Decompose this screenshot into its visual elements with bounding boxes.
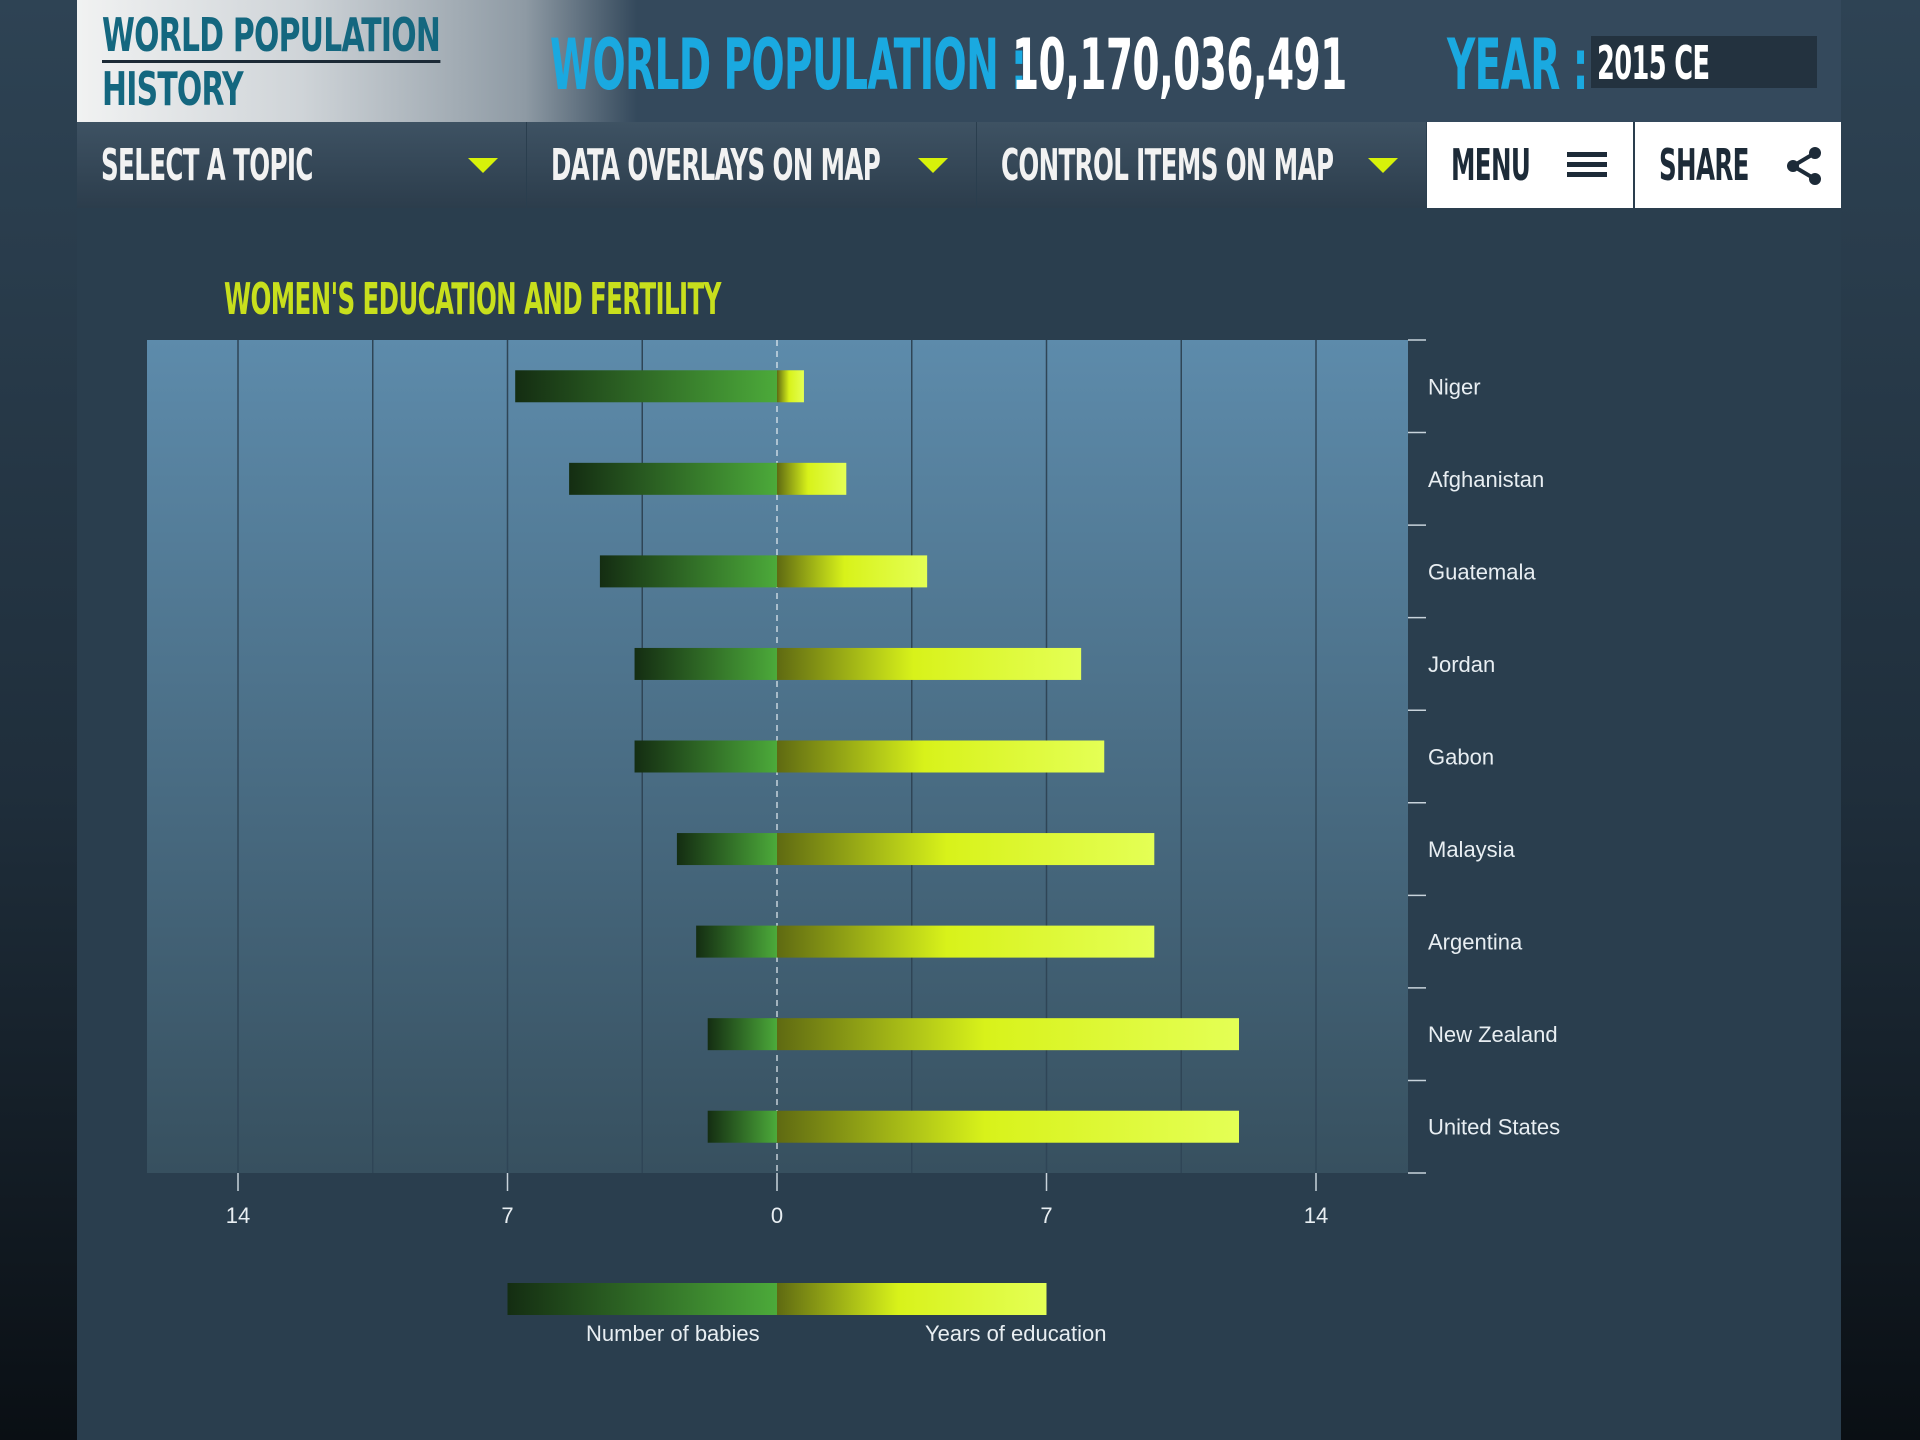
share-icon xyxy=(1787,147,1821,185)
category-label: New Zealand xyxy=(1428,1022,1558,1047)
bar-education xyxy=(777,833,1155,866)
chart-title: Women's Education and Fertility xyxy=(224,274,721,325)
year-label: Year : xyxy=(1447,24,1588,106)
menu-label: Menu xyxy=(1451,140,1531,191)
share-label: Share xyxy=(1659,140,1749,191)
category-label: Afghanistan xyxy=(1428,467,1544,492)
bar-education xyxy=(777,555,928,588)
x-tick-label: 7 xyxy=(501,1203,513,1228)
chart: 14 7 0 7 14 Niger Afghanistan Guatemala Jordan Ga… xyxy=(147,339,1560,1315)
category-label: Guatemala xyxy=(1428,559,1536,584)
share-button[interactable]: Share xyxy=(1635,122,1841,208)
legend-label-babies: Number of babies xyxy=(586,1321,760,1346)
chevron-down-icon xyxy=(918,158,948,173)
data-overlays-dropdown[interactable]: Data Overlays on Map xyxy=(527,122,976,208)
x-tick-label: 14 xyxy=(1304,1203,1328,1228)
bar-babies xyxy=(634,647,777,680)
logo-line-1: World Population xyxy=(102,8,441,63)
bar-babies xyxy=(707,1110,777,1143)
x-tick-label: 0 xyxy=(771,1203,783,1228)
bar-education xyxy=(777,462,847,495)
bar-babies xyxy=(676,833,777,866)
population-value: 10,170,036,491 xyxy=(1012,24,1347,106)
legend-label-education: Years of education xyxy=(925,1321,1107,1346)
category-label: Argentina xyxy=(1428,930,1523,955)
category-label: United States xyxy=(1428,1115,1560,1140)
bar-education xyxy=(777,925,1155,958)
bar-education xyxy=(777,1018,1239,1051)
x-tick-label: 14 xyxy=(226,1203,250,1228)
category-label: Niger xyxy=(1428,374,1481,399)
bar-babies xyxy=(634,740,777,773)
hamburger-menu-icon xyxy=(1567,152,1607,178)
bar-babies xyxy=(569,462,777,495)
category-label: Malaysia xyxy=(1428,837,1516,862)
bar-babies xyxy=(599,555,777,588)
year-value: 2015 CE xyxy=(1597,36,1710,90)
control-items-label: Control Items on Map xyxy=(1001,140,1334,191)
data-overlays-label: Data Overlays on Map xyxy=(551,140,881,191)
bar-education xyxy=(777,740,1105,773)
bar-education xyxy=(777,647,1082,680)
bar-babies xyxy=(707,1018,777,1051)
menu-button[interactable]: Menu xyxy=(1427,122,1633,208)
chevron-down-icon xyxy=(1368,158,1398,173)
year-field[interactable]: 2015 CE xyxy=(1591,36,1817,88)
category-label: Gabon xyxy=(1428,745,1494,770)
bar-babies xyxy=(515,370,777,403)
logo-line-2: History xyxy=(102,62,244,116)
bar-education xyxy=(777,370,804,403)
bar-education xyxy=(777,1110,1239,1143)
header: World Population History World Populatio… xyxy=(77,0,1841,122)
logo[interactable]: World Population History xyxy=(77,0,637,122)
x-tick-label: 7 xyxy=(1040,1203,1052,1228)
legend-swatch-babies xyxy=(507,1283,777,1315)
app-window: World Population History World Populatio… xyxy=(77,0,1841,1440)
bar-babies xyxy=(696,925,777,958)
select-topic-dropdown[interactable]: Select a Topic xyxy=(77,122,526,208)
legend-swatch-education xyxy=(777,1283,1047,1315)
control-items-dropdown[interactable]: Control Items on Map xyxy=(977,122,1426,208)
population-label: World Population : xyxy=(550,24,1027,106)
select-topic-label: Select a Topic xyxy=(101,140,313,191)
nav-bar: Select a Topic Data Overlays on Map Cont… xyxy=(77,122,1841,208)
category-label: Jordan xyxy=(1428,652,1495,677)
chevron-down-icon xyxy=(468,158,498,173)
